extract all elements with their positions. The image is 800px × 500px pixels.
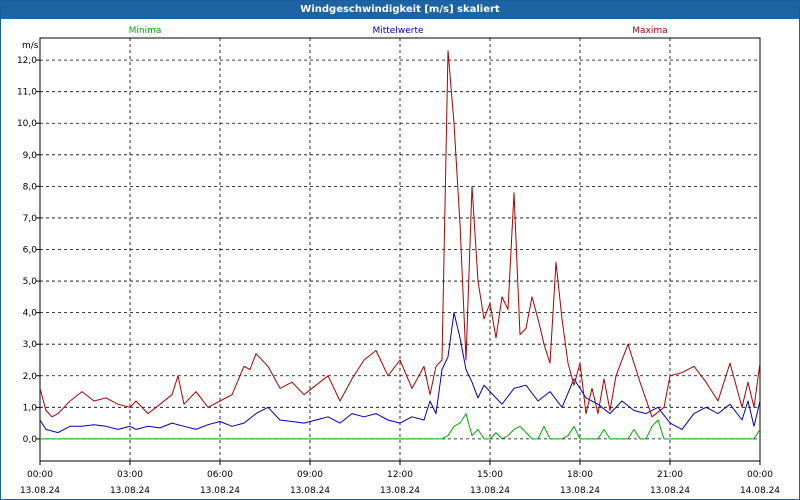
- y-tick-label: 3,0: [23, 340, 38, 350]
- legend-mittelwerte: Mittelwerte: [372, 26, 423, 36]
- y-tick-label: 4,0: [23, 309, 38, 319]
- x-tick-time-label: 18:00: [567, 470, 593, 480]
- series-line-maxima: [39, 50, 761, 418]
- y-tick-label: 10,0: [17, 119, 37, 129]
- x-tick-date-label: 13.08.24: [290, 486, 330, 496]
- x-tick-date-label: 13.08.24: [560, 486, 600, 496]
- legend-minima: Minima: [129, 26, 162, 36]
- x-tick-date-label: 13.08.24: [650, 486, 690, 496]
- series-line-minima: [40, 413, 761, 440]
- x-tick-date-label: 13.08.24: [200, 486, 240, 496]
- x-tick-date-label: 13.08.24: [470, 486, 510, 496]
- y-tick-label: 5,0: [23, 277, 38, 287]
- y-tick-label: 11,0: [17, 88, 37, 98]
- series-lines: [39, 50, 761, 440]
- x-tick-time-label: 21:00: [657, 470, 683, 480]
- x-tick-date-label: 13.08.24: [380, 486, 420, 496]
- x-tick-date-label: 13.08.24: [110, 486, 150, 496]
- y-tick-label: 1,0: [23, 403, 38, 413]
- x-tick-time-label: 00:00: [27, 470, 53, 480]
- x-tick-time-label: 12:00: [387, 470, 413, 480]
- y-tick-label: 7,0: [23, 214, 38, 224]
- grid: [40, 38, 760, 461]
- y-tick-label: 8,0: [23, 182, 38, 192]
- y-tick-label: 0,0: [23, 435, 38, 445]
- y-tick-label: 2,0: [23, 372, 38, 382]
- x-tick-date-label: 14.08.24: [740, 486, 780, 496]
- window-title: Windgeschwindigkeit [m/s] skaliert: [1, 1, 799, 19]
- y-axis-unit: m/s: [22, 41, 39, 51]
- x-tick-time-label: 09:00: [297, 470, 323, 480]
- y-tick-label: 6,0: [23, 246, 38, 256]
- x-tick-time-label: 06:00: [207, 470, 233, 480]
- x-tick-time-label: 15:00: [477, 470, 503, 480]
- y-tick-label: 12,0: [17, 56, 37, 66]
- x-tick-time-label: 00:00: [747, 470, 773, 480]
- legend: Minima Mittelwerte Maxima: [129, 26, 668, 36]
- axes: 0,0 1,0 2,0 3,0 4,0 5,0 6,0 7,0 8,0 9,0 10,0 11,0 12…: [17, 41, 780, 496]
- legend-maxima: Maxima: [632, 26, 667, 36]
- y-tick-label: 9,0: [23, 151, 38, 161]
- x-tick-time-label: 03:00: [117, 470, 143, 480]
- series-line-mittelwerte: [39, 312, 761, 434]
- x-tick-date-label: 13.08.24: [20, 486, 60, 496]
